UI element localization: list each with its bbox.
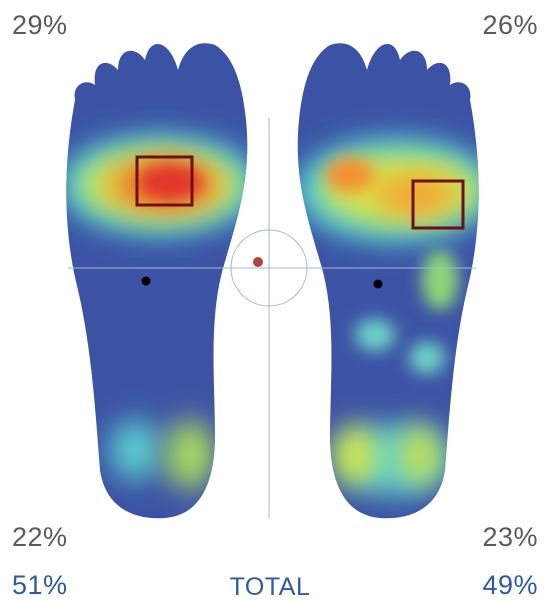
foot-pressure-view: 29% 26% 22% 23% 51% TOTAL 49%	[0, 0, 546, 602]
left-rearfoot-pct: 22%	[12, 522, 68, 553]
total-label: TOTAL	[0, 573, 540, 602]
left-forefoot-pct: 29%	[12, 10, 68, 41]
right-foot	[275, 20, 495, 540]
right-total-pct: 49%	[482, 570, 538, 601]
left-foot	[50, 20, 270, 540]
foot-map	[0, 0, 546, 602]
right-forefoot-pct: 26%	[482, 10, 538, 41]
center-of-pressure	[253, 257, 263, 267]
right-rearfoot-pct: 23%	[482, 522, 538, 553]
